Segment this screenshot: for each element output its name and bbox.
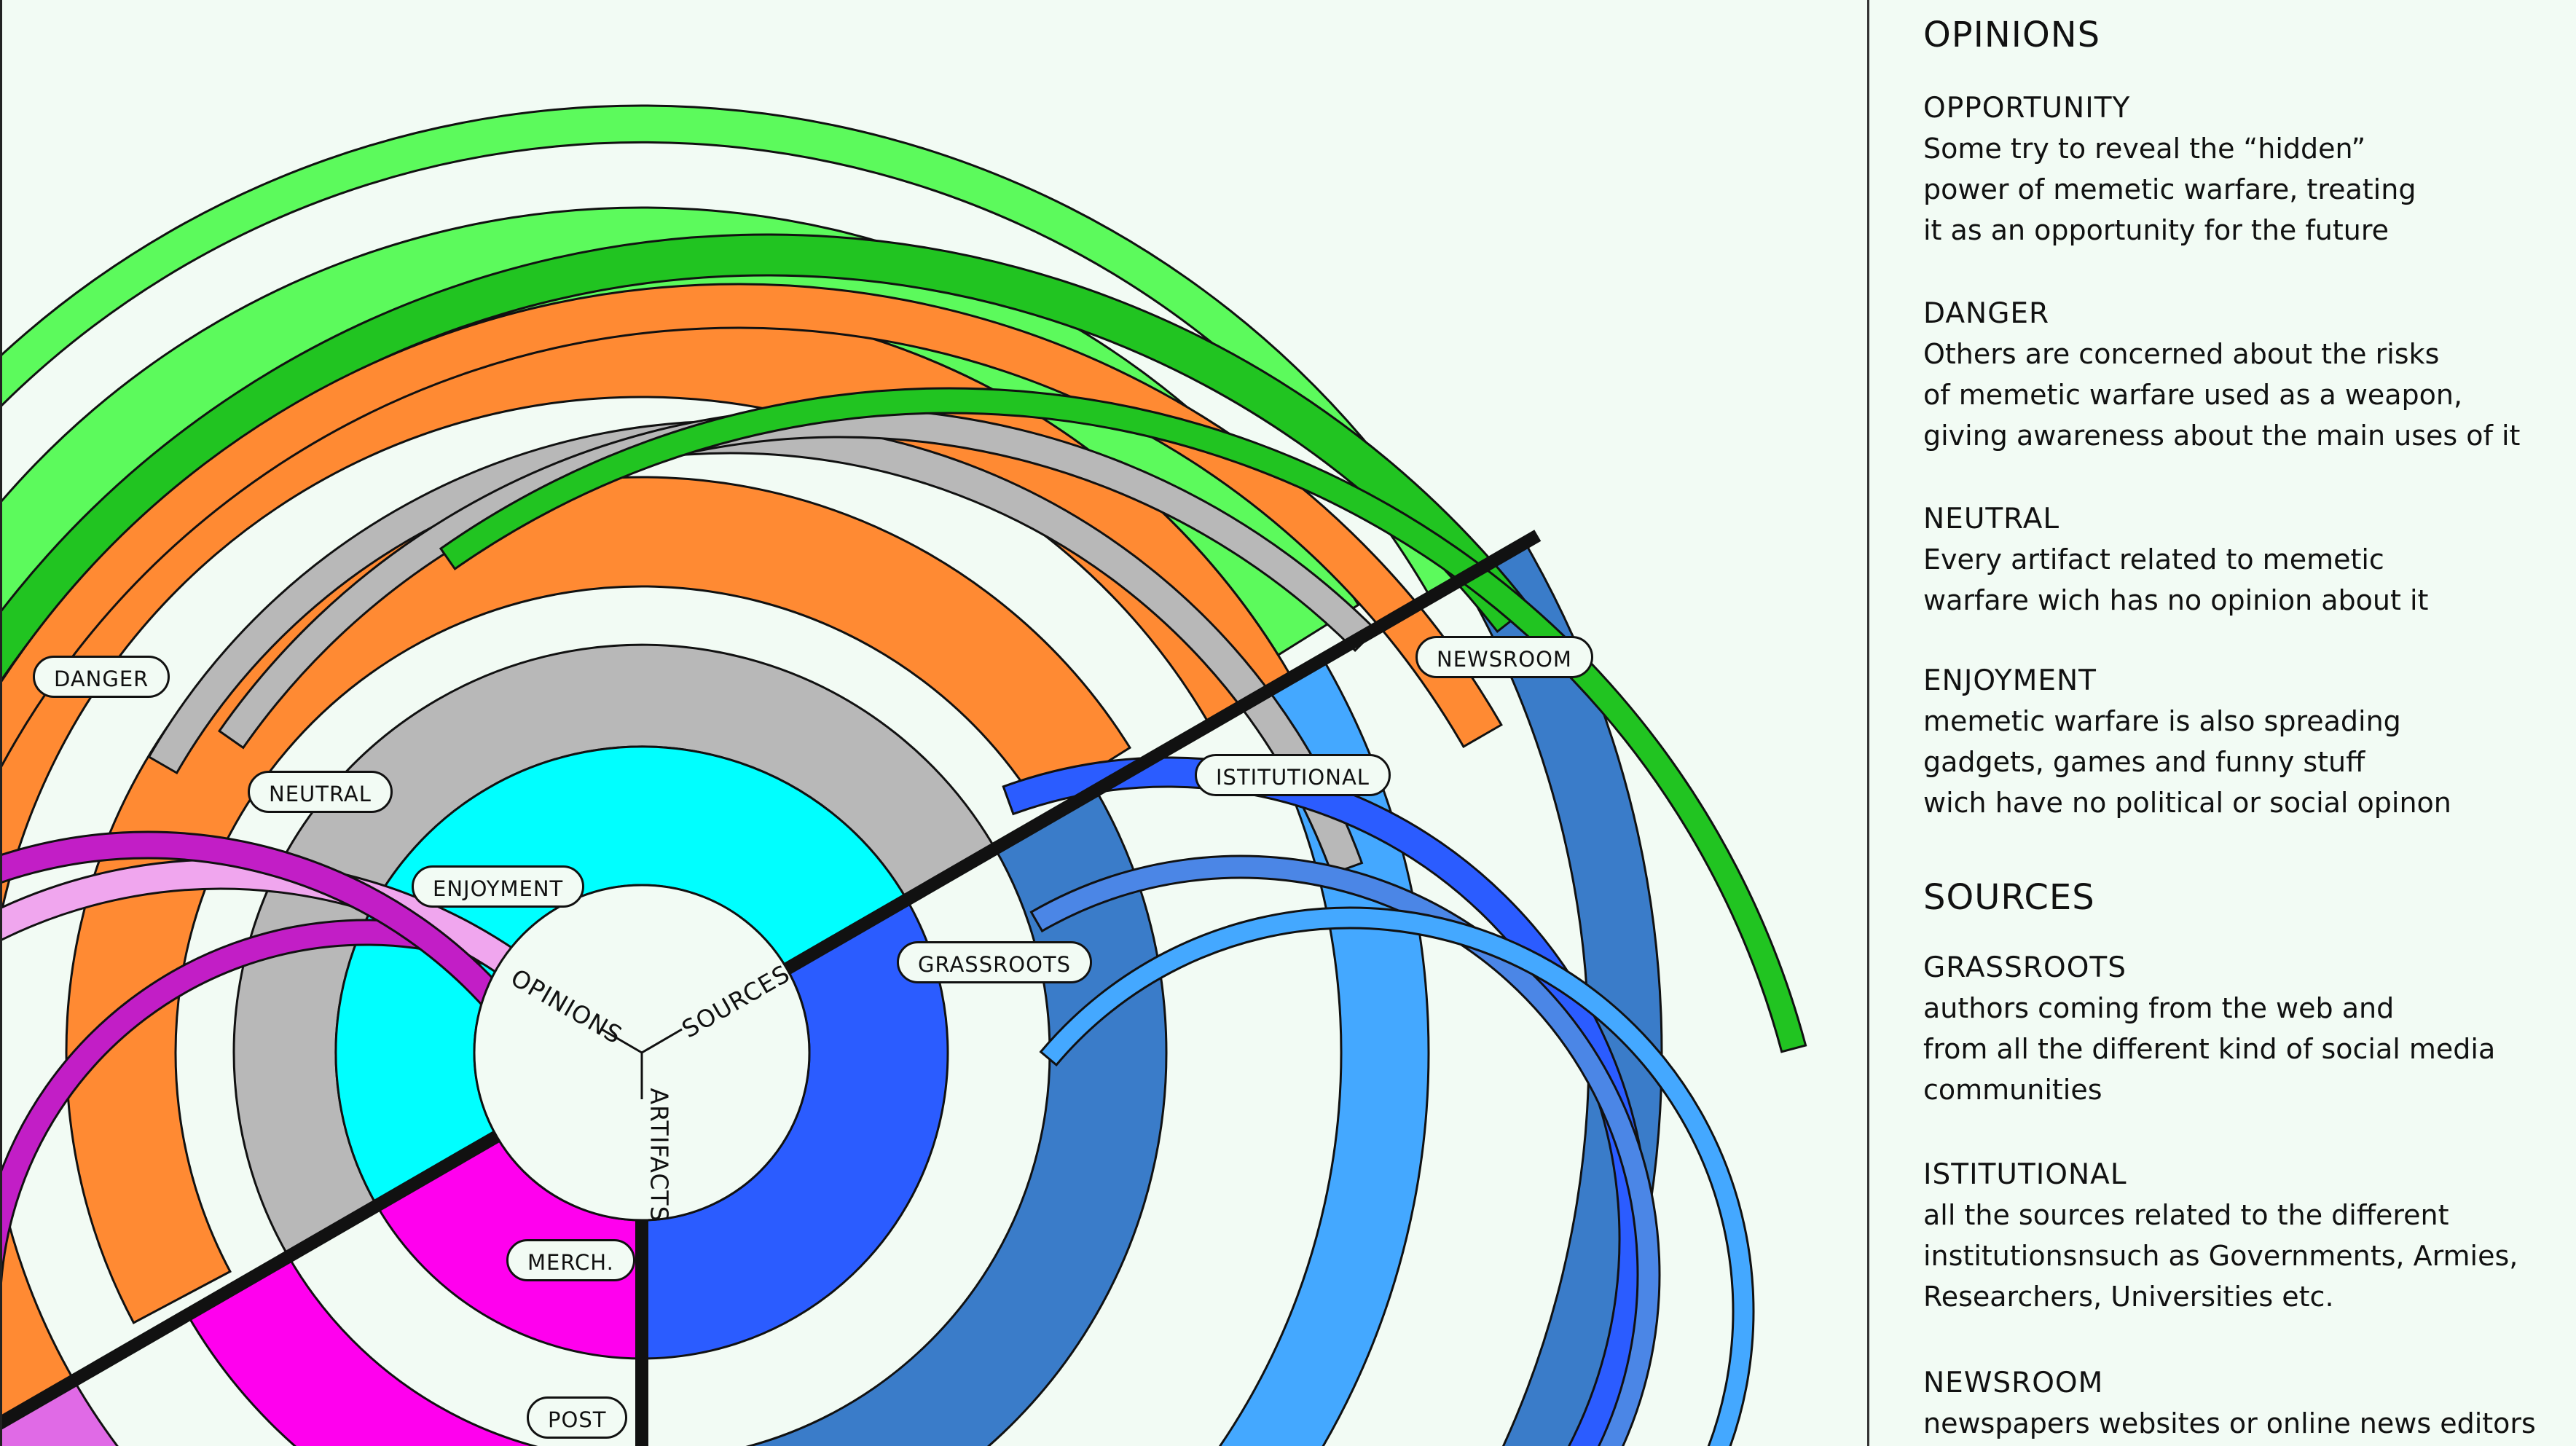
- legend-title-neutral: NEUTRAL: [1923, 503, 2060, 535]
- legend-title-opportunity: OPPORTUNITY: [1923, 92, 2131, 125]
- legend-title-newsroom: NEWSROOM: [1923, 1367, 2104, 1399]
- legend-line: power of memetic warfare, treating: [1923, 173, 2416, 205]
- panel-divider: [1867, 0, 1869, 1446]
- legend-line: authors coming from the web and: [1923, 992, 2395, 1024]
- legend-line: from all the different kind of social me…: [1923, 1033, 2496, 1065]
- legend-line: giving awareness about the main uses of …: [1923, 420, 2521, 452]
- legend-heading-sources: SOURCES: [1923, 877, 2095, 918]
- ribbon-green-b: [439, 387, 1807, 1053]
- legend-line: memetic warfare is also spreading: [1923, 705, 2401, 737]
- hub-spoke: [641, 1028, 683, 1054]
- legend-line: gadgets, games and funny stuff: [1923, 746, 2365, 778]
- legend-line: communities: [1923, 1074, 2102, 1106]
- ring-danger: [2, 301, 1294, 1423]
- ribbon-blue-c: [1039, 906, 1755, 1446]
- legend-line: institutionsnsuch as Governments, Armies…: [1923, 1240, 2518, 1272]
- ribbon-blue-a: [1002, 756, 1650, 1446]
- radial-diagram: DANGER NEUTRAL ENJOYMENT GRASSROOTS ISTI…: [0, 0, 1807, 1446]
- legend-line: wich have no political or social opinon: [1923, 787, 2451, 819]
- tag-newsroom: NEWSROOM: [1415, 636, 1593, 678]
- hub-spoke: [601, 1028, 643, 1054]
- tag-grassroots: GRASSROOTS: [897, 941, 1093, 983]
- legend-heading-opinions: OPINIONS: [1923, 15, 2101, 55]
- ring-neutral: [234, 645, 995, 1257]
- tag-istitutional: ISTITUTIONAL: [1195, 754, 1391, 796]
- legend-line: Every artifact related to memetic: [1923, 543, 2384, 575]
- tag-post: POST: [527, 1396, 628, 1439]
- sector-separator: [2, 1131, 500, 1430]
- sector-separator: [783, 530, 1542, 975]
- legend-line: Others are concerned about the risks: [1923, 338, 2440, 370]
- legend-line: newspapers websites or online news edito…: [1923, 1407, 2536, 1439]
- legend-line: Researchers, Universities etc.: [1923, 1281, 2334, 1313]
- legend-line: it as an opportunity for the future: [1923, 214, 2389, 246]
- ring-istitutional: [1218, 657, 1430, 1446]
- legend-line: of memetic warfare used as a weapon,: [1923, 379, 2463, 411]
- legend-line: warfare wich has no opinion about it: [1923, 584, 2429, 616]
- legend-panel: OPINIONS OPPORTUNITY Some try to reveal …: [1923, 0, 2564, 1446]
- legend-title-enjoyment: ENJOYMENT: [1923, 664, 2097, 697]
- legend-line: Some try to reveal the “hidden”: [1923, 133, 2366, 165]
- hub-label-artifacts: ARTIFACTS: [645, 1088, 674, 1222]
- tag-enjoyment: ENJOYMENT: [412, 865, 585, 908]
- ring-danger-inner: [65, 476, 1132, 1324]
- tag-neutral: NEUTRAL: [248, 771, 393, 813]
- diagram-canvas: [2, 0, 1807, 1446]
- tag-merch: MERCH.: [506, 1239, 635, 1281]
- legend-line: all the sources related to the different: [1923, 1199, 2449, 1231]
- tag-danger: DANGER: [33, 656, 170, 698]
- ribbon-orange: [2, 283, 1503, 768]
- ring-post: [2, 1378, 119, 1446]
- legend-title-istitutional: ISTITUTIONAL: [1923, 1158, 2127, 1191]
- legend-title-danger: DANGER: [1923, 297, 2050, 330]
- legend-title-grassroots: GRASSROOTS: [1923, 951, 2127, 984]
